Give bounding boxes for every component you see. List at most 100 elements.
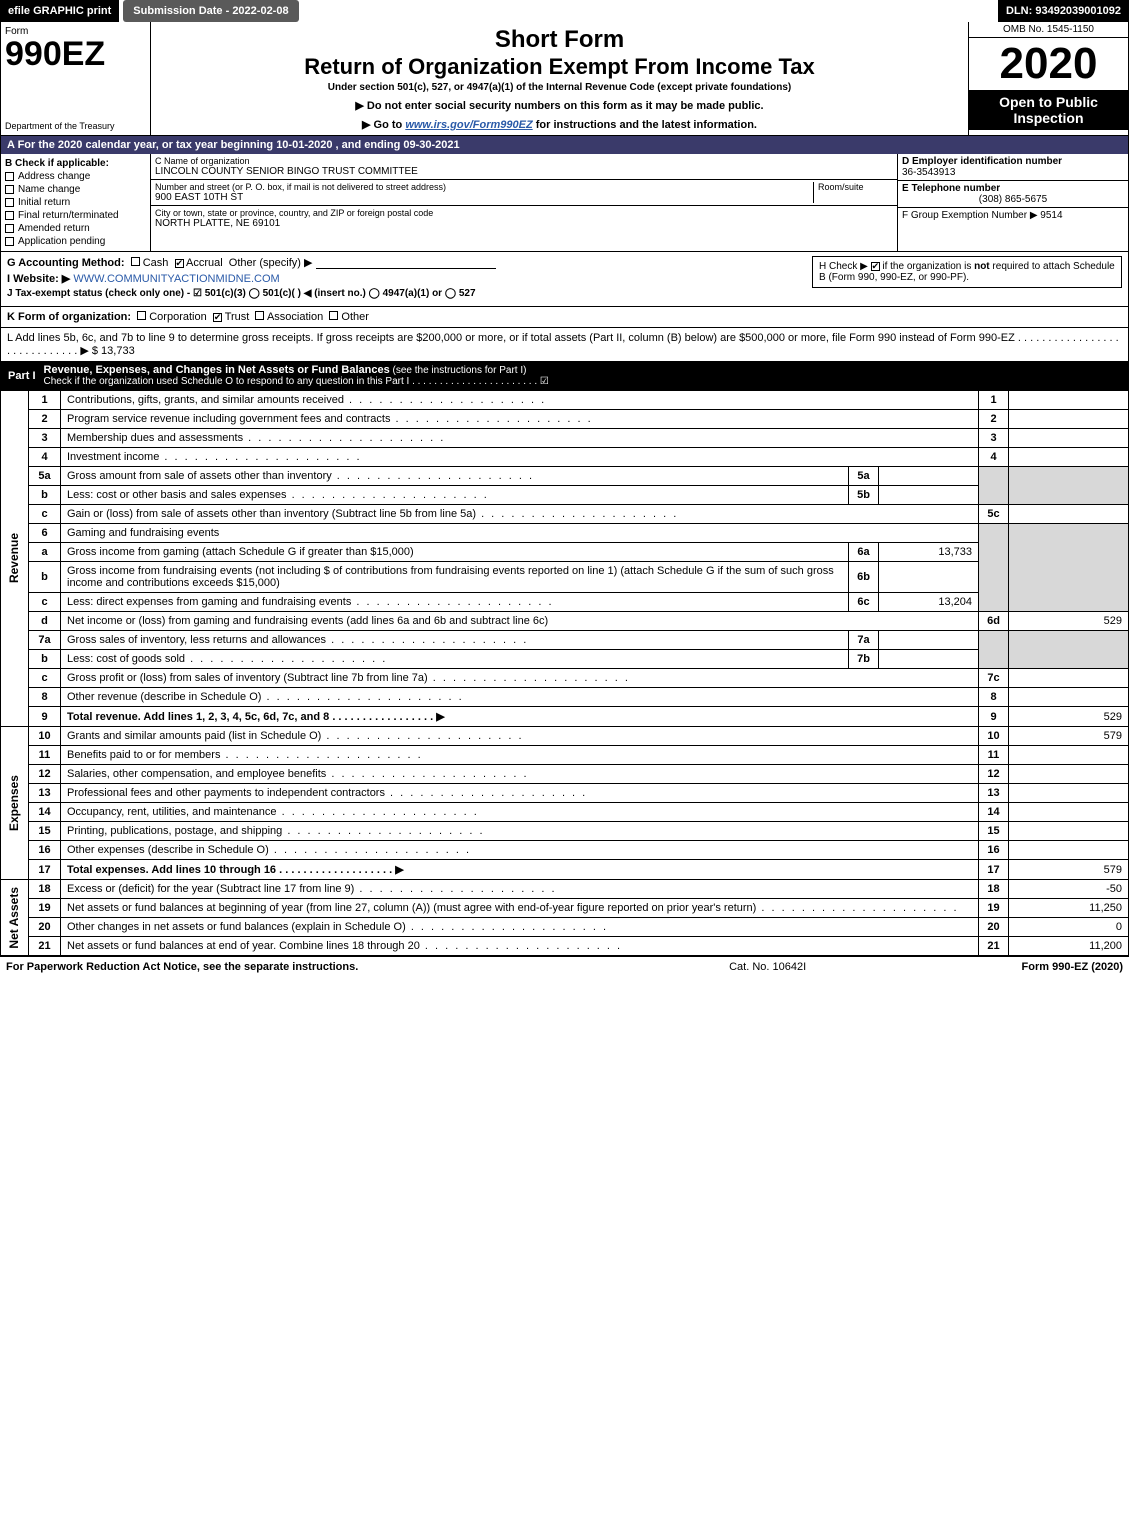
chk-amended-return[interactable]: Amended return bbox=[5, 223, 146, 234]
chk-final-return[interactable]: Final return/terminated bbox=[5, 210, 146, 221]
revenue-side-label: Revenue bbox=[1, 391, 29, 727]
ein-value: 36-3543913 bbox=[902, 167, 1124, 178]
inner-amt bbox=[879, 562, 979, 593]
line-num: 12 bbox=[29, 765, 61, 784]
efile-label: efile GRAPHIC print bbox=[0, 0, 119, 22]
line-desc: Occupancy, rent, utilities, and maintena… bbox=[61, 803, 979, 822]
h-not: not bbox=[974, 261, 990, 272]
table-row: 20 Other changes in net assets or fund b… bbox=[1, 918, 1129, 937]
org-name-label: C Name of organization bbox=[155, 156, 893, 166]
chk-address-change[interactable]: Address change bbox=[5, 171, 146, 182]
line-desc: Less: cost or other basis and sales expe… bbox=[61, 486, 849, 505]
line-amt: 11,200 bbox=[1009, 937, 1129, 956]
line-ref: 15 bbox=[979, 822, 1009, 841]
line-num: 1 bbox=[29, 391, 61, 410]
table-row: 14 Occupancy, rent, utilities, and maint… bbox=[1, 803, 1129, 822]
return-title: Return of Organization Exempt From Incom… bbox=[157, 54, 962, 80]
checkbox-icon bbox=[5, 185, 14, 194]
k-label: K Form of organization: bbox=[7, 311, 131, 323]
line-desc: Other expenses (describe in Schedule O) bbox=[61, 841, 979, 860]
irs-link[interactable]: www.irs.gov/Form990EZ bbox=[405, 119, 532, 131]
phone-cell: E Telephone number (308) 865-5675 bbox=[898, 181, 1128, 208]
inner-amt bbox=[879, 486, 979, 505]
g-cash: Cash bbox=[143, 257, 169, 269]
checkbox-icon bbox=[329, 311, 338, 320]
org-name-cell: C Name of organization LINCOLN COUNTY SE… bbox=[151, 154, 897, 180]
line-desc: Membership dues and assessments bbox=[61, 429, 979, 448]
street-value: 900 EAST 10TH ST bbox=[155, 192, 813, 203]
line-num: 11 bbox=[29, 746, 61, 765]
line-desc: Gross income from gaming (attach Schedul… bbox=[61, 543, 849, 562]
table-row: 15 Printing, publications, postage, and … bbox=[1, 822, 1129, 841]
netassets-side-label: Net Assets bbox=[1, 880, 29, 956]
line-num: 18 bbox=[29, 880, 61, 899]
chk-label: Final return/terminated bbox=[18, 210, 119, 221]
street-label: Number and street (or P. O. box, if mail… bbox=[155, 182, 813, 192]
line-desc: Less: cost of goods sold bbox=[61, 650, 849, 669]
line-num: 9 bbox=[29, 707, 61, 727]
col-b-header: B Check if applicable: bbox=[5, 158, 146, 169]
inner-amt bbox=[879, 631, 979, 650]
inner-num: 5a bbox=[849, 467, 879, 486]
chk-name-change[interactable]: Name change bbox=[5, 184, 146, 195]
chk-initial-return[interactable]: Initial return bbox=[5, 197, 146, 208]
website-value[interactable]: WWW.COMMUNITYACTIONMIDNE.COM bbox=[73, 273, 279, 285]
line-desc: Gross profit or (loss) from sales of inv… bbox=[61, 669, 979, 688]
chk-label: Initial return bbox=[18, 197, 70, 208]
line-amt: 529 bbox=[1009, 707, 1129, 727]
header-center: Short Form Return of Organization Exempt… bbox=[151, 22, 968, 135]
footer-center: Cat. No. 10642I bbox=[514, 961, 1022, 973]
line-desc: Contributions, gifts, grants, and simila… bbox=[61, 391, 979, 410]
line-desc: Gaming and fundraising events bbox=[61, 524, 979, 543]
header-right: OMB No. 1545-1150 2020 Open to Public In… bbox=[968, 22, 1128, 135]
line-num: 16 bbox=[29, 841, 61, 860]
line-ref: 9 bbox=[979, 707, 1009, 727]
ein-label: D Employer identification number bbox=[902, 156, 1124, 167]
inner-amt: 13,204 bbox=[879, 593, 979, 612]
open-to-public: Open to Public Inspection bbox=[969, 90, 1128, 130]
city-cell: City or town, state or province, country… bbox=[151, 206, 897, 231]
dept-treasury: Department of the Treasury bbox=[5, 121, 146, 131]
col-c-org-info: C Name of organization LINCOLN COUNTY SE… bbox=[151, 154, 898, 251]
line-ref: 5c bbox=[979, 505, 1009, 524]
checkbox-checked-icon bbox=[213, 313, 222, 322]
chk-application-pending[interactable]: Application pending bbox=[5, 236, 146, 247]
line-amt bbox=[1009, 669, 1129, 688]
chk-label: Name change bbox=[18, 184, 80, 195]
line-ref: 16 bbox=[979, 841, 1009, 860]
line-desc: Benefits paid to or for members bbox=[61, 746, 979, 765]
city-value: NORTH PLATTE, NE 69101 bbox=[155, 218, 893, 229]
line-ref: 10 bbox=[979, 727, 1009, 746]
line-num: b bbox=[29, 486, 61, 505]
line-amt bbox=[1009, 688, 1129, 707]
h-text2: if the organization is bbox=[882, 261, 974, 272]
line-desc: Program service revenue including govern… bbox=[61, 410, 979, 429]
table-row: 2 Program service revenue including gove… bbox=[1, 410, 1129, 429]
org-name: LINCOLN COUNTY SENIOR BINGO TRUST COMMIT… bbox=[155, 166, 893, 177]
line-desc: Gross amount from sale of assets other t… bbox=[61, 467, 849, 486]
i-label: I Website: ▶ bbox=[7, 273, 70, 285]
chk-label: Amended return bbox=[18, 223, 90, 234]
line-amt bbox=[1009, 822, 1129, 841]
line-num: 20 bbox=[29, 918, 61, 937]
line-ref: 12 bbox=[979, 765, 1009, 784]
part1-title-wrap: Revenue, Expenses, and Changes in Net As… bbox=[44, 364, 549, 387]
spacer bbox=[299, 0, 998, 22]
table-row: c Gain or (loss) from sale of assets oth… bbox=[1, 505, 1129, 524]
omb-number: OMB No. 1545-1150 bbox=[969, 22, 1128, 38]
table-row: c Gross profit or (loss) from sales of i… bbox=[1, 669, 1129, 688]
row-k: K Form of organization: Corporation Trus… bbox=[0, 307, 1129, 328]
line-desc: Grants and similar amounts paid (list in… bbox=[61, 727, 979, 746]
phone-label: E Telephone number bbox=[902, 183, 1124, 194]
table-row: 21 Net assets or fund balances at end of… bbox=[1, 937, 1129, 956]
line-desc: Other changes in net assets or fund bala… bbox=[61, 918, 979, 937]
line-desc: Other revenue (describe in Schedule O) bbox=[61, 688, 979, 707]
table-row: 11 Benefits paid to or for members 11 bbox=[1, 746, 1129, 765]
street-cell: Number and street (or P. O. box, if mail… bbox=[151, 180, 897, 206]
checkbox-checked-icon bbox=[175, 259, 184, 268]
line-num: 13 bbox=[29, 784, 61, 803]
k-corp: Corporation bbox=[149, 311, 206, 323]
inner-num: 5b bbox=[849, 486, 879, 505]
line-amt: 0 bbox=[1009, 918, 1129, 937]
line-ref: 17 bbox=[979, 860, 1009, 880]
